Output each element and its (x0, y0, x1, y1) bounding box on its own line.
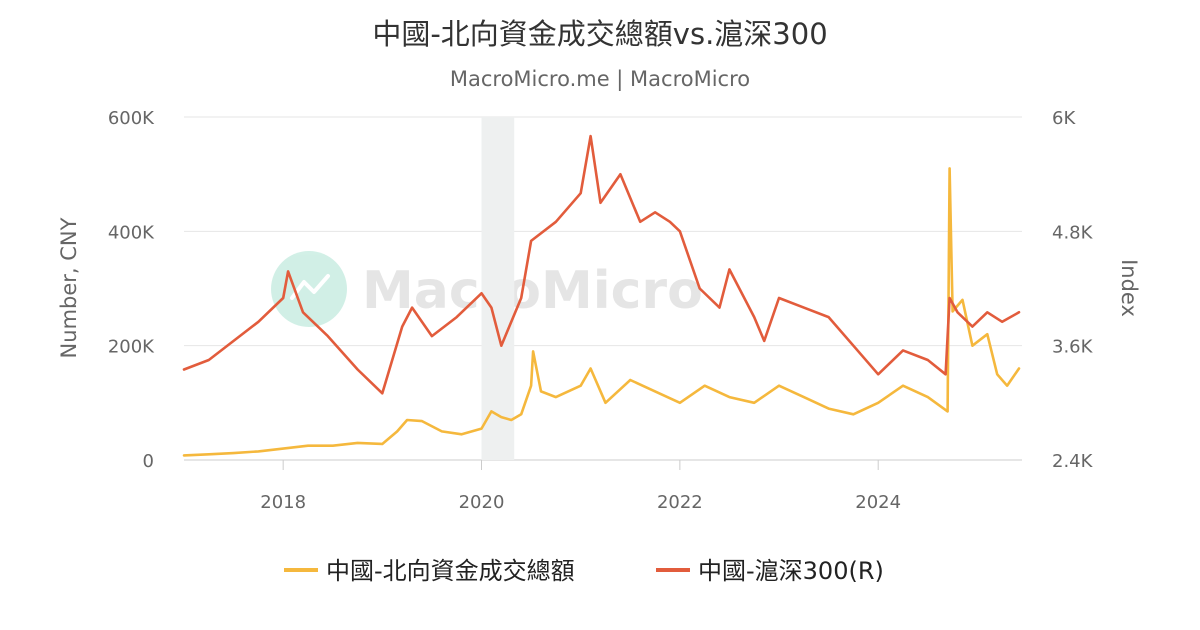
chart-subtitle: MacroMicro.me | MacroMicro (450, 67, 750, 92)
legend-label-1: 中國-滬深300(R) (698, 557, 884, 585)
series-line-1 (182, 134, 1021, 395)
watermark-text: MacroMicro (362, 261, 703, 321)
legend-item-0[interactable]: 中國-北向資金成交總額 (284, 557, 575, 585)
watermark: MacroMicro (271, 251, 703, 327)
chart-title: 中國-北向資金成交總額vs.滬深300 (372, 17, 827, 51)
x-tick-label-3: 2024 (855, 492, 901, 513)
y-right-tick-label-1: 3.6K (1052, 337, 1094, 358)
x-tick-label-1: 2020 (459, 492, 505, 513)
y-axis-left-title: Number, CNY (57, 217, 81, 358)
grid (184, 116, 1022, 461)
y-left-tick-label-3: 600K (108, 108, 155, 129)
legend-item-1[interactable]: 中國-滬深300(R) (656, 557, 884, 585)
y-left-tick-label-2: 400K (108, 222, 155, 243)
y-axis-left: 0 200K 400K 600K (108, 108, 155, 472)
x-tick-label-2: 2022 (657, 492, 703, 513)
y-right-tick-label-0: 2.4K (1052, 451, 1094, 472)
shaded-period (481, 117, 515, 460)
y-left-tick-label-1: 200K (108, 337, 155, 358)
y-right-tick-label-2: 4.8K (1052, 222, 1094, 243)
series-line-0 (182, 167, 1021, 457)
shaded-period-rect (481, 117, 515, 460)
x-tick-label-0: 2018 (260, 492, 306, 513)
y-left-tick-label-0: 0 (143, 451, 154, 472)
legend-label-0: 中國-北向資金成交總額 (326, 557, 575, 585)
watermark-logo-line (290, 274, 330, 300)
x-axis: 2018 2020 2022 2024 (260, 460, 901, 513)
y-axis-right: 2.4K 3.6K 4.8K 6K (1052, 108, 1094, 472)
legend: 中國-北向資金成交總額 中國-滬深300(R) (284, 557, 884, 585)
series-group (182, 134, 1021, 457)
y-right-tick-label-3: 6K (1052, 108, 1076, 129)
y-axis-right-title: Index (1117, 259, 1141, 317)
